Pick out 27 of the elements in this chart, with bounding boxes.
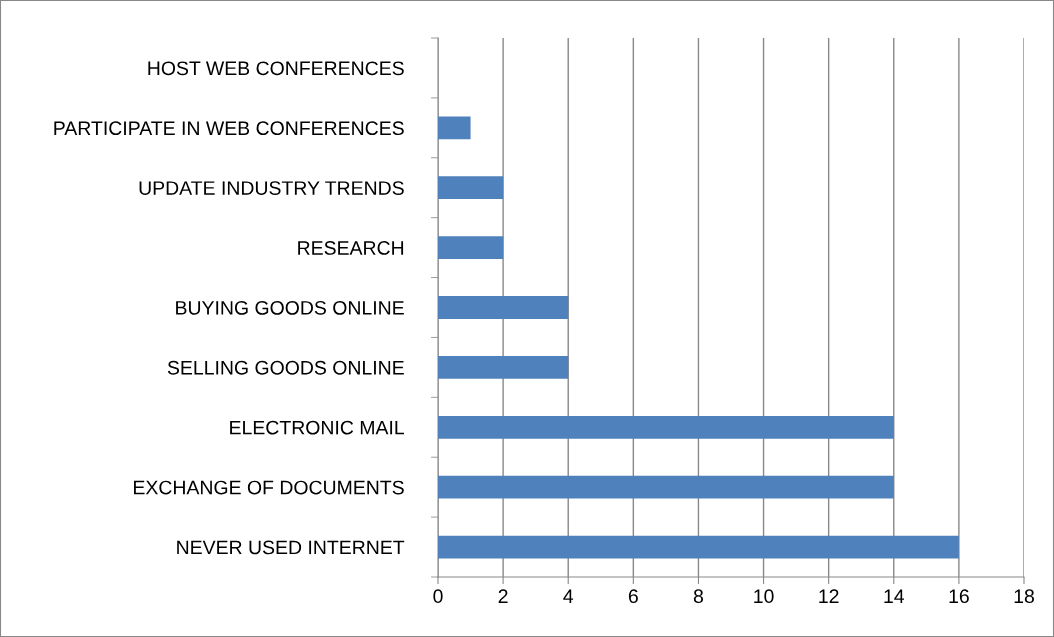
bar	[438, 116, 471, 140]
bar	[438, 535, 959, 559]
x-tick-label: 16	[949, 589, 969, 604]
x-tick-label: 2	[498, 589, 508, 603]
y-tick-label: HOST WEB CONFERENCES	[148, 61, 404, 76]
y-tick-label: ELECTRONIC MAIL	[230, 420, 405, 435]
y-tick-label: NEVER USED INTERNET	[177, 540, 405, 555]
x-tick-label: 10	[754, 589, 774, 604]
y-tick-label: PARTICIPATE IN WEB CONFERENCES	[54, 121, 404, 136]
y-tick-label: UPDATE INDUSTRY TRENDS	[139, 181, 404, 195]
x-tick-label: 12	[819, 589, 839, 603]
x-tick-label: 8	[693, 589, 704, 604]
x-tick-label: 6	[628, 589, 638, 604]
y-tick-label: EXCHANGE OF DOCUMENTS	[134, 480, 404, 495]
bar	[438, 236, 504, 259]
y-tick-label: BUYING GOODS ONLINE	[176, 300, 404, 315]
bar	[438, 296, 569, 319]
x-tick-label: 0	[433, 589, 443, 604]
x-tick-label: 14	[884, 589, 905, 603]
y-tick-label: RESEARCH	[298, 241, 404, 255]
x-tick-label: 18	[1014, 589, 1034, 604]
bar	[438, 356, 569, 379]
bar	[438, 475, 894, 499]
x-tick-label: 4	[563, 589, 574, 603]
y-tick-label: SELLING GOODS ONLINE	[167, 360, 404, 375]
bar	[438, 176, 504, 200]
bar	[438, 415, 894, 439]
